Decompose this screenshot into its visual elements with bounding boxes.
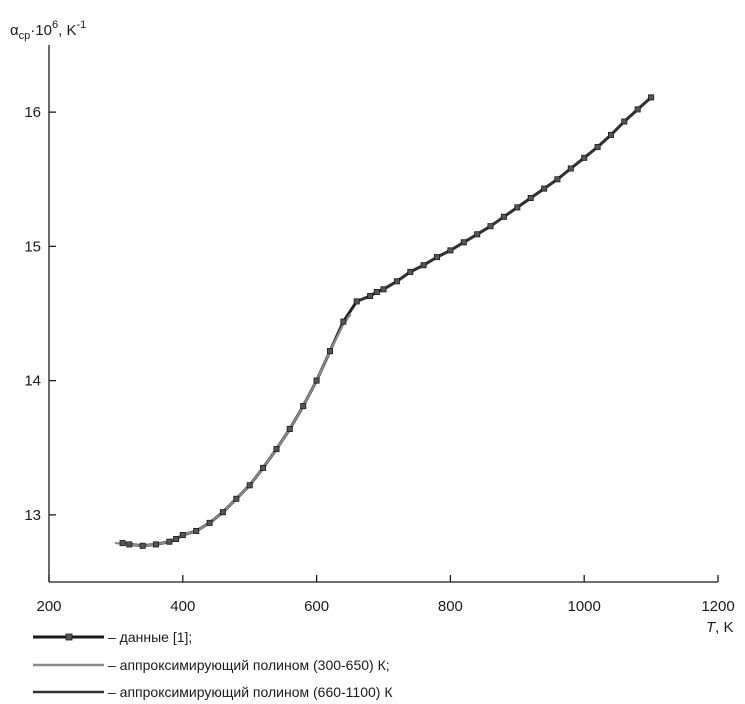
data-point [433, 254, 440, 261]
data-point [420, 262, 427, 269]
data-point [260, 464, 267, 471]
x-axis-title: T, K [706, 619, 734, 636]
y-tick-label: 13 [24, 507, 41, 524]
data-point [246, 482, 253, 489]
data-point [367, 292, 374, 299]
data-point [567, 165, 574, 172]
data-point [326, 348, 333, 355]
data-point [313, 377, 320, 384]
data-point [393, 278, 400, 285]
data-point [621, 118, 628, 125]
data-point [353, 298, 360, 305]
data-point [554, 176, 561, 183]
data-point [487, 223, 494, 230]
data-point [447, 247, 454, 254]
x-tick-label: 800 [438, 598, 463, 615]
data-point [119, 540, 126, 547]
y-tick-label: 15 [24, 238, 41, 255]
x-tick-label: 1200 [701, 598, 734, 615]
legend: – данные [1]; – аппроксимирующий полином… [33, 629, 393, 700]
x-tick-label: 200 [36, 598, 61, 615]
data-point [340, 318, 347, 325]
y-tick-label: 14 [24, 373, 41, 390]
data-point [233, 495, 240, 502]
axes [48, 45, 718, 583]
legend-item-data: – данные [1]; [33, 629, 192, 645]
data-point [173, 536, 180, 543]
data-point [193, 528, 200, 535]
x-tick-label: 400 [170, 598, 195, 615]
data-point [581, 154, 588, 161]
data-point [474, 231, 481, 238]
series-line-2 [355, 96, 653, 303]
data-point [300, 403, 307, 410]
data-point [152, 541, 159, 548]
y-tick-label: 16 [24, 104, 41, 121]
data-point [527, 194, 534, 201]
x-ticks: 200 400 600 800 1000 1200 [36, 575, 735, 615]
y-ticks: 13 14 15 16 [24, 104, 56, 524]
x-tick-label: 600 [304, 598, 329, 615]
series-line-1 [114, 313, 352, 547]
legend-item-fit-300-650: – аппроксимирующий полином (300-650) К; [33, 657, 390, 673]
plot-series [114, 94, 655, 549]
x-tick-label: 1000 [568, 598, 601, 615]
data-point [594, 143, 601, 150]
data-point [373, 288, 380, 295]
data-point [380, 286, 387, 293]
data-point [166, 538, 173, 545]
y-axis-title: αср·106, K-1 [10, 19, 86, 42]
data-point [514, 204, 521, 211]
data-point [460, 239, 467, 246]
data-point [634, 106, 641, 113]
data-point [608, 131, 615, 138]
data-point [286, 425, 293, 432]
series-line-0 [121, 95, 653, 548]
data-point [407, 268, 414, 275]
data-point [126, 541, 133, 548]
legend-label-fit-300-650: – аппроксимирующий полином (300-650) К; [108, 657, 390, 673]
data-point [648, 94, 655, 101]
data-point [206, 519, 213, 526]
data-point [139, 542, 146, 549]
data-point [179, 532, 186, 539]
legend-item-fit-660-1100: – аппроксимирующий полином (660-1100) К [33, 684, 393, 700]
legend-label-data: – данные [1]; [108, 629, 192, 645]
data-point [500, 213, 507, 220]
legend-label-fit-660-1100: – аппроксимирующий полином (660-1100) К [108, 684, 393, 700]
data-point [219, 509, 226, 516]
data-point [541, 185, 548, 192]
data-point [273, 446, 280, 453]
